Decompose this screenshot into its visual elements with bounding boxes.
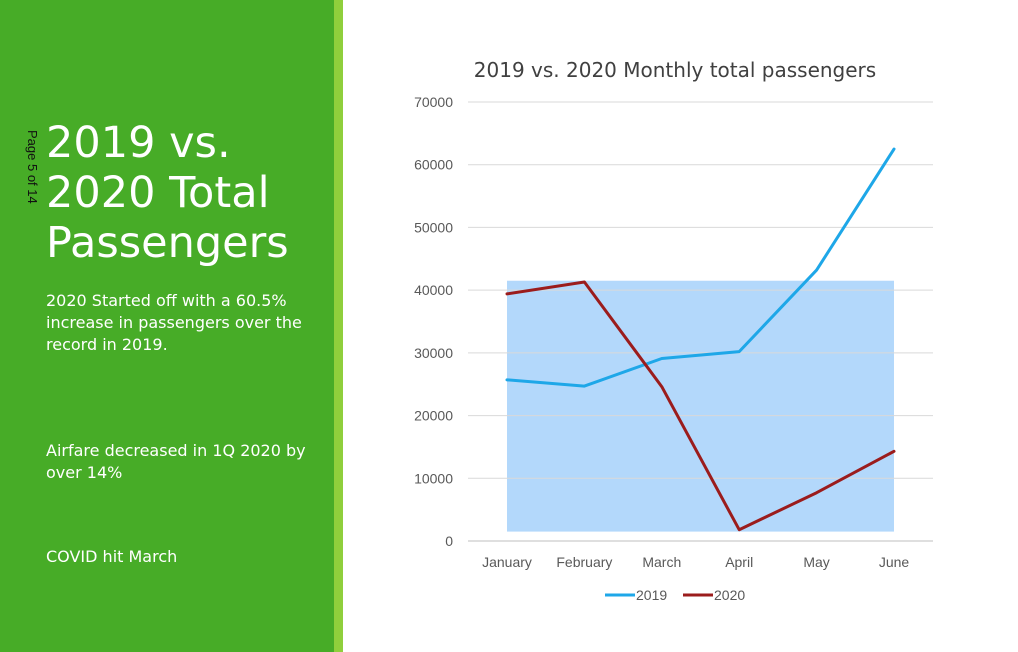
y-tick-label: 0 bbox=[445, 533, 453, 549]
x-tick-label: January bbox=[482, 554, 532, 570]
x-tick-label: June bbox=[879, 554, 910, 570]
y-axis-ticks: 0 10000 20000 30000 40000 50000 60000 70000 bbox=[414, 94, 453, 549]
chart-title: 2019 vs. 2020 Monthly total passengers bbox=[474, 58, 876, 82]
highlight-band bbox=[507, 280, 894, 532]
legend-label-2019: 2019 bbox=[636, 587, 667, 603]
y-tick-label: 40000 bbox=[414, 282, 453, 298]
y-tick-label: 10000 bbox=[414, 470, 453, 486]
x-tick-label: March bbox=[642, 554, 681, 570]
x-tick-label: April bbox=[725, 554, 753, 570]
y-tick-label: 50000 bbox=[414, 219, 453, 235]
series-line-2020 bbox=[505, 280, 896, 532]
note-increase: 2020 Started off with a 60.5% increase i… bbox=[46, 291, 302, 354]
y-tick-label: 30000 bbox=[414, 345, 453, 361]
x-axis-ticks: January February March April May June bbox=[482, 554, 909, 570]
y-tick-label: 70000 bbox=[414, 94, 453, 110]
note-covid: COVID hit March bbox=[46, 547, 178, 566]
y-tick-label: 60000 bbox=[414, 157, 453, 173]
legend-label-2020: 2020 bbox=[714, 587, 745, 603]
legend: 2019 2020 bbox=[605, 587, 745, 603]
line-chart: 2019 vs. 2020 Monthly total passengers 0… bbox=[414, 58, 933, 603]
series-lines bbox=[505, 147, 896, 532]
series-line-2019 bbox=[505, 147, 896, 388]
gridlines bbox=[468, 101, 933, 542]
slide-title: 2019 vs. 2020 Total Passengers bbox=[46, 118, 289, 268]
sidebar-accent-edge bbox=[334, 0, 343, 652]
sidebar-panel: Page 5 of 14 2019 vs. 2020 Total Passeng… bbox=[0, 0, 334, 652]
page-indicator: Page 5 of 14 bbox=[25, 130, 40, 204]
note-airfare: Airfare decreased in 1Q 2020 by over 14% bbox=[46, 441, 306, 482]
x-tick-label: February bbox=[556, 554, 612, 570]
highlight-band-layer bbox=[507, 280, 894, 532]
y-tick-label: 20000 bbox=[414, 408, 453, 424]
x-tick-label: May bbox=[803, 554, 829, 570]
